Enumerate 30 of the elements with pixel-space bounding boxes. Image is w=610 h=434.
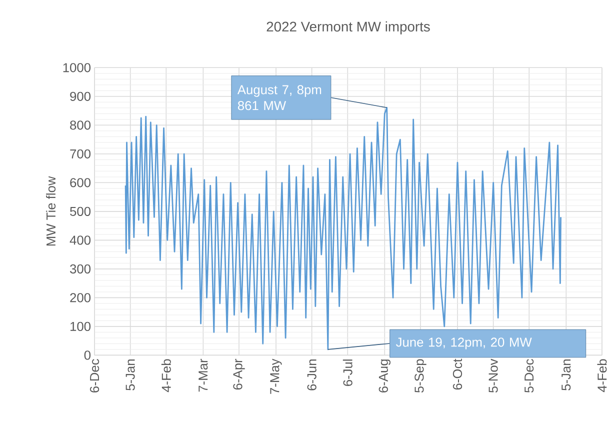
- y-tick-label: 1000: [63, 63, 91, 72]
- annotation: August 7, 8pm 861 MW: [237, 85, 322, 110]
- chart-title: 2022 Vermont MW imports: [266, 21, 430, 34]
- x-tick-label: 7-May: [270, 358, 282, 394]
- x-tick-label: 6-Jun: [307, 360, 316, 390]
- x-tick-label: 4-Feb: [161, 359, 171, 392]
- x-tick-label: 5-Sep: [414, 359, 426, 393]
- x-tick-label: 5-Jan: [562, 360, 571, 391]
- annotation: June 19, 12pm, 20 MW: [396, 338, 532, 350]
- x-tick-label: 4-Feb: [597, 359, 607, 392]
- x-tick-label: 7-Mar: [198, 359, 208, 392]
- y-tick-label: 400: [70, 236, 91, 245]
- x-tick-label: 6-Oct: [452, 358, 462, 390]
- y-tick-label: 300: [70, 264, 91, 274]
- y-tick-label: 100: [70, 322, 91, 332]
- y-tick-label: 200: [70, 293, 91, 302]
- x-tick-label: 6-Jul: [342, 360, 352, 386]
- y-tick-label: 500: [70, 206, 91, 216]
- x-tick-label: 5-Jan: [126, 360, 135, 391]
- y-tick-label: 700: [70, 149, 91, 159]
- x-tick-label: 6-Apr: [233, 359, 245, 390]
- y-tick-label: 0: [84, 350, 91, 360]
- y-axis-title: MW Tie flow: [46, 176, 56, 246]
- x-tick-label: 6-Dec: [90, 359, 100, 393]
- y-tick-label: 600: [70, 178, 91, 188]
- x-tick-label: 5-Nov: [488, 358, 498, 393]
- x-tick-label: 5-Dec: [524, 359, 534, 393]
- x-tick-label: 6-Aug: [378, 360, 390, 393]
- y-tick-label: 900: [70, 92, 91, 102]
- y-tick-label: 800: [70, 120, 91, 130]
